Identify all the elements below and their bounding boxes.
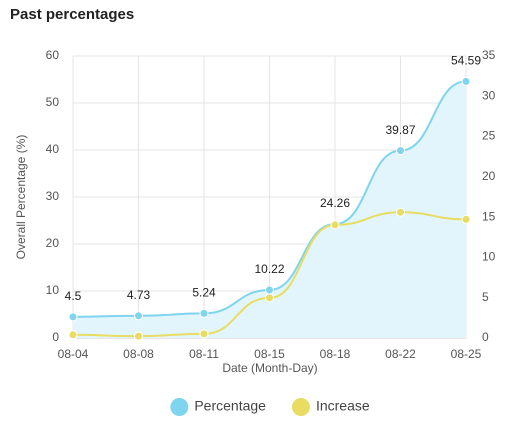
y-tick-label: 50 [46, 95, 60, 109]
x-tick-label: 08-15 [254, 347, 285, 361]
y-tick-label: 0 [52, 330, 59, 344]
point [396, 146, 405, 156]
legend-marker [170, 398, 189, 416]
data-label: 39.87 [385, 123, 415, 137]
point [461, 214, 471, 224]
y2-tick-label: 25 [482, 129, 496, 143]
y-axis-label: Overall Percentage (%) [14, 135, 28, 260]
x-tick-label: 08-18 [320, 347, 351, 361]
y2-tick-label: 35 [482, 48, 496, 62]
point [265, 285, 274, 295]
y2-tick-label: 10 [482, 250, 496, 264]
data-label: 4.73 [127, 288, 151, 302]
x-tick-label: 08-25 [451, 347, 482, 361]
data-label: 5.24 [192, 286, 216, 300]
point [199, 329, 209, 339]
legend-marker [291, 398, 310, 416]
point [68, 330, 78, 340]
area [73, 81, 466, 338]
legend-label: Percentage [194, 398, 266, 414]
chart-title: Past percentages [10, 6, 134, 23]
x-tick-label: 08-04 [58, 347, 89, 361]
point [199, 308, 209, 318]
legend-label: Increase [316, 398, 370, 414]
point [461, 76, 471, 86]
point [68, 312, 78, 322]
point [134, 331, 143, 341]
y-tick-label: 40 [46, 142, 60, 156]
y-tick-label: 10 [46, 283, 60, 297]
x-tick-label: 08-11 [189, 347, 219, 361]
data-label: 54.59 [451, 54, 481, 68]
point [134, 311, 143, 321]
y2-tick-label: 0 [482, 330, 489, 344]
data-label: 4.5 [65, 289, 82, 303]
x-tick-label: 08-22 [385, 347, 416, 361]
data-label: 24.26 [320, 196, 350, 210]
point [396, 207, 405, 217]
y-tick-label: 20 [46, 236, 60, 250]
point [265, 293, 274, 303]
y2-tick-label: 5 [482, 290, 489, 304]
y-tick-label: 60 [46, 48, 60, 62]
y2-tick-label: 15 [482, 209, 496, 223]
data-label: 10.22 [254, 262, 284, 276]
point [330, 220, 340, 230]
y2-tick-label: 20 [482, 169, 496, 183]
x-axis-label: Date (Month-Day) [222, 361, 317, 375]
y2-tick-label: 30 [482, 88, 496, 102]
x-tick-label: 08-08 [123, 347, 154, 361]
y-tick-label: 30 [46, 189, 60, 203]
